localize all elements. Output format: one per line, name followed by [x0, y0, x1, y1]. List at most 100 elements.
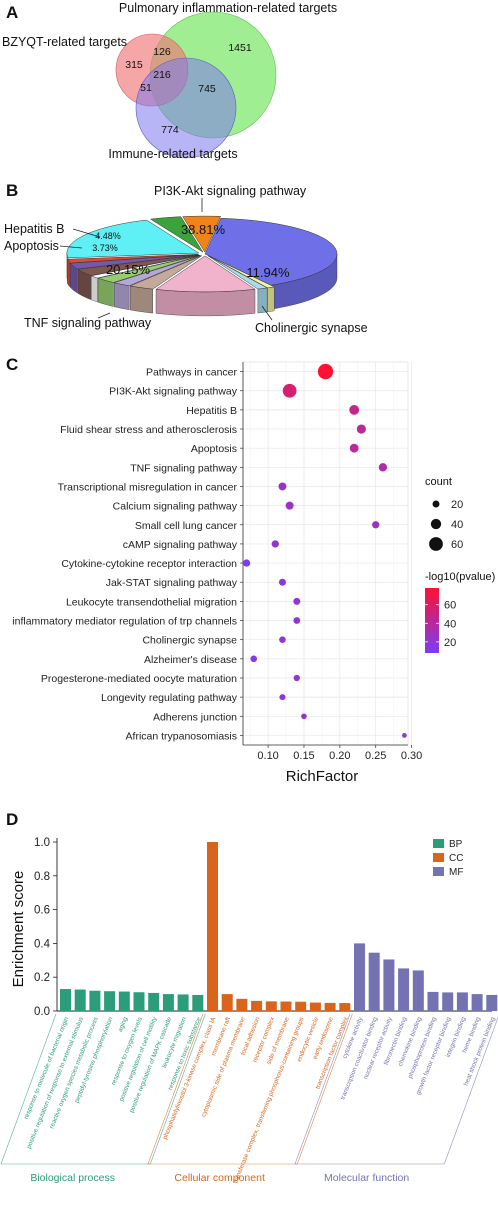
color-legend-label: 40 [444, 618, 456, 630]
bar [486, 994, 498, 1011]
x-tick-label: 0.25 [365, 750, 386, 762]
bubble-point [301, 713, 307, 720]
bar [309, 1002, 321, 1011]
pie-label-cholinergic: Cholinergic synapse [255, 321, 368, 335]
bubble-point [282, 383, 297, 398]
bar [177, 994, 189, 1011]
y-tick-label: Hepatitis B [186, 405, 237, 417]
size-legend-dot [430, 518, 442, 530]
size-legend-title: count [425, 476, 452, 488]
venn-panel: A Pulmonary inflammation-related targets… [2, 1, 337, 161]
color-legend-bar [425, 588, 439, 653]
y-tick-label: Fluid shear stress and atherosclerosis [60, 424, 237, 436]
panel-label-a: A [6, 3, 18, 22]
bar [383, 959, 395, 1011]
bubble-point [293, 617, 301, 624]
bar [471, 994, 483, 1011]
venn-set-label-immune: Immune-related targets [108, 147, 237, 161]
bubble-point [349, 443, 359, 453]
y-tick-label: Small cell lung cancer [135, 520, 238, 532]
venn-region-value: 1451 [228, 42, 252, 54]
y-tick-label: Leukocyte transendothelial migration [66, 596, 237, 608]
venn-region-value: 216 [153, 69, 171, 81]
bar [221, 994, 233, 1011]
bar [207, 842, 218, 1011]
venn-region-value: 774 [161, 124, 179, 136]
bubble-point [349, 404, 360, 415]
pie-slice-side [91, 275, 98, 303]
bar [280, 1001, 292, 1011]
bubble-chart: 0.10 0.15 0.20 0.25 0.30 Pathways in cancer PI… [12, 361, 463, 762]
pie-slice [207, 255, 268, 290]
legend-swatch [433, 839, 444, 848]
pie-slice [69, 254, 199, 270]
bubble-point [402, 733, 407, 738]
bar [412, 970, 424, 1011]
y-tick-label: Alzheimer's disease [144, 654, 237, 666]
pie-leader-line [97, 312, 111, 319]
bar [192, 994, 204, 1011]
y-tick-label: Longevity regulating pathway [101, 692, 238, 704]
y-tick-label: 0.4 [34, 938, 51, 950]
bar [265, 1001, 277, 1011]
bar-category-label: transferase complex, transferring phosph… [232, 1016, 305, 1184]
bar [162, 994, 174, 1011]
y-tick-label: 0.6 [34, 905, 50, 917]
pie-slice-side [257, 287, 268, 314]
bubble-point [356, 424, 366, 434]
venn-region-value: 745 [198, 83, 216, 95]
bar [74, 989, 86, 1011]
bubble-point [278, 578, 286, 586]
bubble-point [285, 501, 294, 510]
pie-percent-label: 3.73% [92, 243, 118, 253]
venn-region-value: 126 [153, 46, 171, 58]
y-tick-label: 1.0 [34, 837, 50, 849]
x-tick-label: 0.10 [257, 750, 278, 762]
pie-slice-side [155, 289, 256, 317]
group-label: Biological process [30, 1172, 115, 1184]
pie-slice [66, 254, 199, 264]
group-bracket [0, 1013, 206, 1165]
legend-swatch [433, 867, 444, 876]
pie-percent-label: 38.81% [181, 222, 226, 237]
pie-slice [129, 255, 202, 290]
venn-set-label-bzyqt: BZYQT-related targets [2, 35, 127, 49]
y-tick-label: cAMP signaling pathway [123, 539, 238, 551]
pie-slice [77, 254, 199, 276]
pie-slice-side [267, 286, 275, 313]
panel-label-b: B [6, 181, 18, 200]
pie-label-hepatitis: Hepatitis B [4, 222, 64, 236]
bubble-point [278, 482, 287, 491]
panel-label-d: D [6, 810, 18, 829]
bar [236, 998, 248, 1011]
x-tick-label: 0.15 [293, 750, 314, 762]
pie-slice-side [97, 277, 114, 307]
y-tick-label: Transcriptional misregulation in cancer [58, 481, 238, 493]
bar [133, 992, 145, 1011]
venn-circle-immune [135, 57, 237, 159]
bar [324, 1002, 336, 1011]
bar [368, 952, 380, 1011]
y-tick-label: Progesterone-mediated oocyte maturation [41, 673, 237, 685]
pie-percent-label: 4.48% [95, 231, 121, 241]
pie-slice [182, 215, 222, 253]
y-tick-label: TNF signaling pathway [130, 462, 238, 474]
bubble-point [242, 559, 251, 567]
y-tick-label: 0.2 [34, 972, 50, 984]
pie-percent-label: 11.94% [246, 265, 290, 280]
venn-region-value: 315 [125, 59, 143, 71]
pie-label-apoptosis: Apoptosis [4, 239, 59, 253]
group-bracket [294, 1013, 498, 1165]
pie-leader-line [59, 245, 83, 249]
y-tick-label: PI3K-Akt signaling pathway [109, 386, 238, 398]
venn-set-label-pulmonary: Pulmonary inflammation-related targets [119, 1, 337, 15]
y-tick-label: inflammatory mediator regulation of trp … [12, 616, 237, 628]
size-legend-label: 40 [451, 519, 463, 531]
pie-slice-side [114, 282, 130, 311]
size-legend-dot [429, 537, 443, 551]
color-legend-label: 60 [444, 600, 456, 612]
bar [148, 992, 160, 1011]
